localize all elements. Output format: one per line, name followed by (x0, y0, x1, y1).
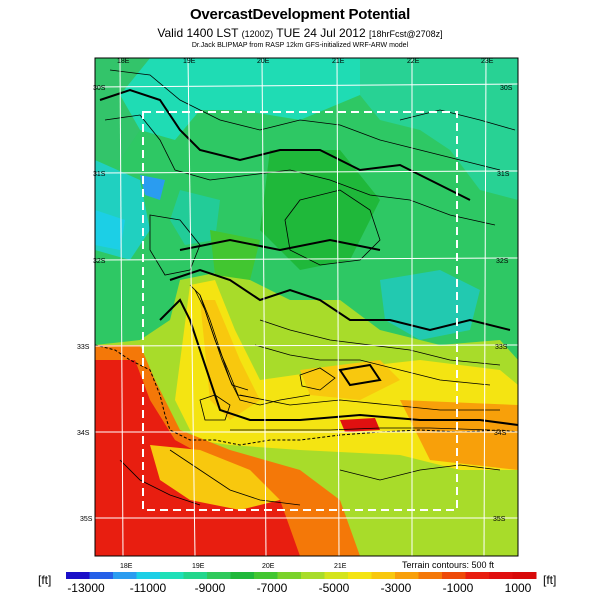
terrain-contour-note: Terrain contours: 500 ft (400, 560, 497, 570)
left-lat-labels: 30S 31S 32S 33S 34S 35S (77, 85, 106, 523)
colorbar-swatch (512, 572, 537, 579)
map-title: OvercastDevelopment Potential (189, 6, 411, 23)
terrain-contours-thin (104, 69, 516, 506)
map-subtitle: Valid 1400 LST (1200Z) TUE 24 Jul 2012 [… (0, 26, 600, 40)
colorbar-swatch (89, 572, 114, 579)
lat-label: 32S (93, 258, 106, 265)
colorbar-swatch (395, 572, 419, 579)
colorbar-swatch (277, 572, 302, 579)
colorbar-swatch (465, 572, 490, 579)
field-yellow-coast (150, 445, 280, 510)
lon-label: 21E (334, 563, 347, 570)
field-blue-spot (140, 175, 165, 200)
colorbar-tick: -9000 (195, 581, 226, 595)
valid-date: TUE 24 Jul 2012 (276, 26, 366, 40)
colorbar-swatch (301, 572, 325, 579)
colorbar-swatch (489, 572, 513, 579)
field-cyan-central (170, 190, 220, 245)
colorbar (66, 572, 537, 579)
terrain-contours-thick (99, 88, 518, 426)
colorbar-swatch (66, 572, 90, 579)
utc-time: (1200Z) (241, 29, 274, 39)
lat-label: 31S (93, 171, 106, 178)
lon-label: 20E (262, 563, 275, 570)
top-lon-labels: 18E 19E 20E 21E 22E 23E (117, 58, 494, 65)
lat-label: 31S (497, 171, 510, 178)
lon-label: 23E (481, 58, 494, 65)
coastline (95, 344, 518, 446)
lat-label: 33S (77, 344, 90, 351)
graticule (95, 58, 518, 556)
bottom-lon-labels: 18E 19E 20E 21E (120, 563, 347, 570)
lat-label: 35S (80, 516, 93, 523)
right-lat-labels: 30S 31S 32S 33S 34S 35S (493, 85, 513, 523)
colorbar-swatch (160, 572, 184, 579)
colorbar-swatch (442, 572, 466, 579)
map-frame (94, 57, 519, 557)
colorbar-tick: -3000 (381, 581, 412, 595)
field-gold-ridge (200, 300, 260, 420)
field-green-pocket (260, 150, 380, 270)
lon-label: 21E (332, 58, 345, 65)
colorbar-unit-left: [ft] (38, 573, 52, 587)
field-green-nw (95, 58, 150, 160)
lon-label: 20E (257, 58, 270, 65)
colorbar-tick: 1000 (505, 581, 532, 595)
colorbar-swatch (371, 572, 396, 579)
lat-label: 35S (493, 516, 506, 523)
field-cyan-patch (95, 210, 125, 250)
field-orange-east (400, 400, 518, 470)
colorbar-swatch (136, 572, 161, 579)
colorbar-swatch (418, 572, 443, 579)
lat-label: 30S (500, 85, 513, 92)
valid-time: Valid 1400 LST (157, 26, 239, 40)
lon-label: 18E (117, 58, 130, 65)
colorbar-tick: -1000 (443, 581, 474, 595)
field-cyan-north (120, 58, 360, 140)
colorbar-swatch (113, 572, 137, 579)
lat-label: 30S (93, 85, 106, 92)
lon-label: 19E (183, 58, 196, 65)
lon-label: 22E (407, 58, 420, 65)
colorbar-tick-labels: -13000 -11000 -9000 -7000 -5000 -3000 -1… (67, 581, 531, 595)
lon-label: 19E (192, 563, 205, 570)
model-credit: Dr.Jack BLIPMAP from RASP 12km GFS-initi… (191, 42, 409, 49)
colorbar-tick: -11000 (130, 581, 167, 595)
inner-domain-box (142, 111, 458, 511)
colorbar-tick: -7000 (257, 581, 288, 595)
field-cyan-east (380, 270, 480, 340)
colorbar-swatch (348, 572, 372, 579)
forecast-info: [18hrFcst@2708z] (369, 29, 443, 39)
colorbar-swatch (230, 572, 255, 579)
lat-label: 32S (496, 258, 509, 265)
lat-label: 34S (494, 430, 507, 437)
colorbar-tick: -5000 (319, 581, 350, 595)
colorbar-swatch (207, 572, 231, 579)
lon-label: 18E (120, 563, 133, 570)
colorbar-swatch (183, 572, 208, 579)
field-red-spot (340, 418, 380, 432)
colorbar-swatch (254, 572, 278, 579)
colorbar-tick: -13000 (67, 581, 105, 595)
colorbar-swatch (324, 572, 349, 579)
lat-label: 34S (77, 430, 90, 437)
map-field (95, 58, 518, 556)
colorbar-unit-right: [ft] (543, 573, 557, 587)
field-gold-patch (300, 360, 400, 400)
lat-label: 33S (495, 344, 508, 351)
